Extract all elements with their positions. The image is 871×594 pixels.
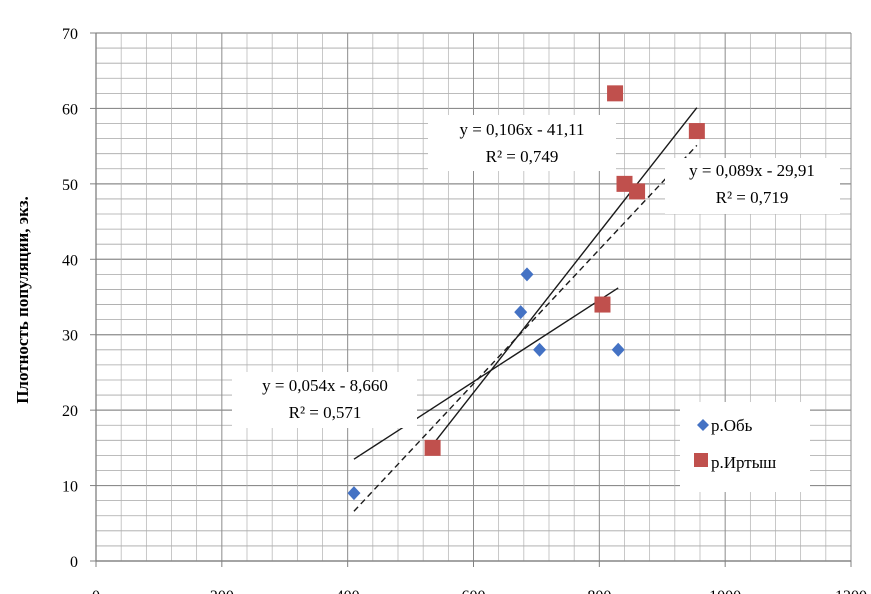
y-tick-label: 50 <box>62 177 78 194</box>
data-point-ob <box>533 342 547 357</box>
y-tick-label: 40 <box>62 252 78 269</box>
data-point-irtysh <box>629 183 646 200</box>
r-squared-text: R² = 0,719 <box>716 188 789 207</box>
y-tick-label: 60 <box>62 101 78 118</box>
y-tick-label: 30 <box>62 328 78 345</box>
x-tick-label: 1000 <box>709 588 741 594</box>
legend-marker-irtysh <box>694 453 708 467</box>
legend: р.Обь р.Иртыш <box>680 402 810 492</box>
equation-text: y = 0,089x - 29,91 <box>689 161 815 180</box>
x-tick-label: 200 <box>210 588 234 594</box>
y-axis-label: Плотность популяции, экз. <box>13 196 32 404</box>
data-point-ob <box>347 486 361 501</box>
legend-marker-ob <box>697 419 709 431</box>
legend-label-ob: р.Обь <box>711 416 753 435</box>
trendlines <box>353 107 698 512</box>
x-tick-label: 1200 <box>835 588 867 594</box>
gridlines <box>96 32 852 562</box>
data-point-irtysh <box>616 175 633 192</box>
y-tick-label: 0 <box>70 554 78 571</box>
r-squared-text: R² = 0,571 <box>289 403 362 422</box>
trendline-ob <box>353 287 619 460</box>
x-tick-label: 0 <box>92 588 100 594</box>
equation-text: y = 0,054x - 8,660 <box>262 376 388 395</box>
data-point-ob <box>514 305 528 320</box>
data-point-irtysh <box>594 296 611 313</box>
data-point-irtysh <box>424 439 441 456</box>
legend-label-irtysh: р.Иртыш <box>711 453 776 472</box>
data-point-irtysh <box>688 123 705 140</box>
x-tick-label: 800 <box>587 588 611 594</box>
data-points <box>347 85 705 501</box>
equation-text: y = 0,106x - 41,11 <box>459 120 584 139</box>
trendline-equation-dashed: y = 0,089x - 29,91 R² = 0,719 <box>665 158 840 214</box>
y-tick-label: 10 <box>62 479 78 496</box>
x-tick-label: 600 <box>462 588 486 594</box>
data-point-ob <box>611 342 625 357</box>
trendline-equation-irtysh-upper: y = 0,106x - 41,11 R² = 0,749 <box>428 115 616 171</box>
y-tick-label: 70 <box>62 26 78 43</box>
trendline-dashed <box>353 144 698 512</box>
trendline-equation-ob: y = 0,054x - 8,660 R² = 0,571 <box>232 372 417 428</box>
axes: 0 10 20 30 40 50 60 70 0 200 400 600 800 1000 1200 <box>62 26 867 594</box>
data-point-ob <box>520 267 534 282</box>
trendline-irtysh <box>432 107 698 446</box>
data-point-irtysh <box>607 85 624 102</box>
y-tick-label: 20 <box>62 403 78 420</box>
r-squared-text: R² = 0,749 <box>486 147 559 166</box>
x-tick-label: 400 <box>336 588 360 594</box>
